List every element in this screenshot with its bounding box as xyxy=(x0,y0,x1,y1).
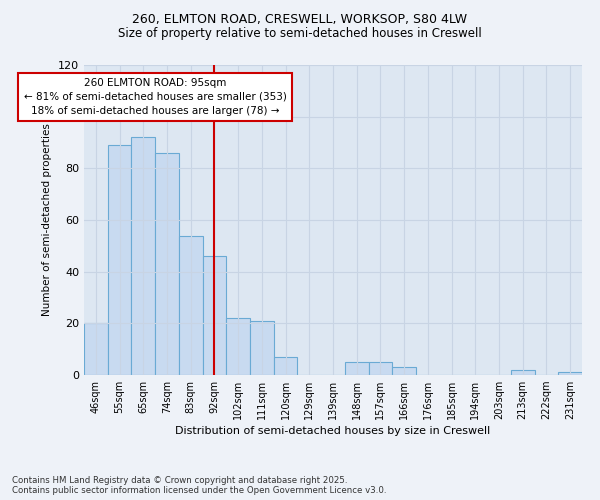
Bar xyxy=(108,145,131,375)
Bar xyxy=(558,372,582,375)
X-axis label: Distribution of semi-detached houses by size in Creswell: Distribution of semi-detached houses by … xyxy=(175,426,491,436)
Text: 260 ELMTON ROAD: 95sqm
← 81% of semi-detached houses are smaller (353)
18% of se: 260 ELMTON ROAD: 95sqm ← 81% of semi-det… xyxy=(24,78,287,116)
Bar xyxy=(511,370,535,375)
Bar xyxy=(155,153,179,375)
Bar xyxy=(226,318,250,375)
Text: 260, ELMTON ROAD, CRESWELL, WORKSOP, S80 4LW: 260, ELMTON ROAD, CRESWELL, WORKSOP, S80… xyxy=(133,12,467,26)
Bar xyxy=(250,321,274,375)
Bar xyxy=(131,138,155,375)
Bar xyxy=(274,357,298,375)
Text: Size of property relative to semi-detached houses in Creswell: Size of property relative to semi-detach… xyxy=(118,28,482,40)
Bar xyxy=(84,324,108,375)
Y-axis label: Number of semi-detached properties: Number of semi-detached properties xyxy=(43,124,52,316)
Bar xyxy=(179,236,203,375)
Text: Contains HM Land Registry data © Crown copyright and database right 2025.
Contai: Contains HM Land Registry data © Crown c… xyxy=(12,476,386,495)
Bar xyxy=(345,362,368,375)
Bar xyxy=(368,362,392,375)
Bar xyxy=(392,367,416,375)
Bar xyxy=(203,256,226,375)
